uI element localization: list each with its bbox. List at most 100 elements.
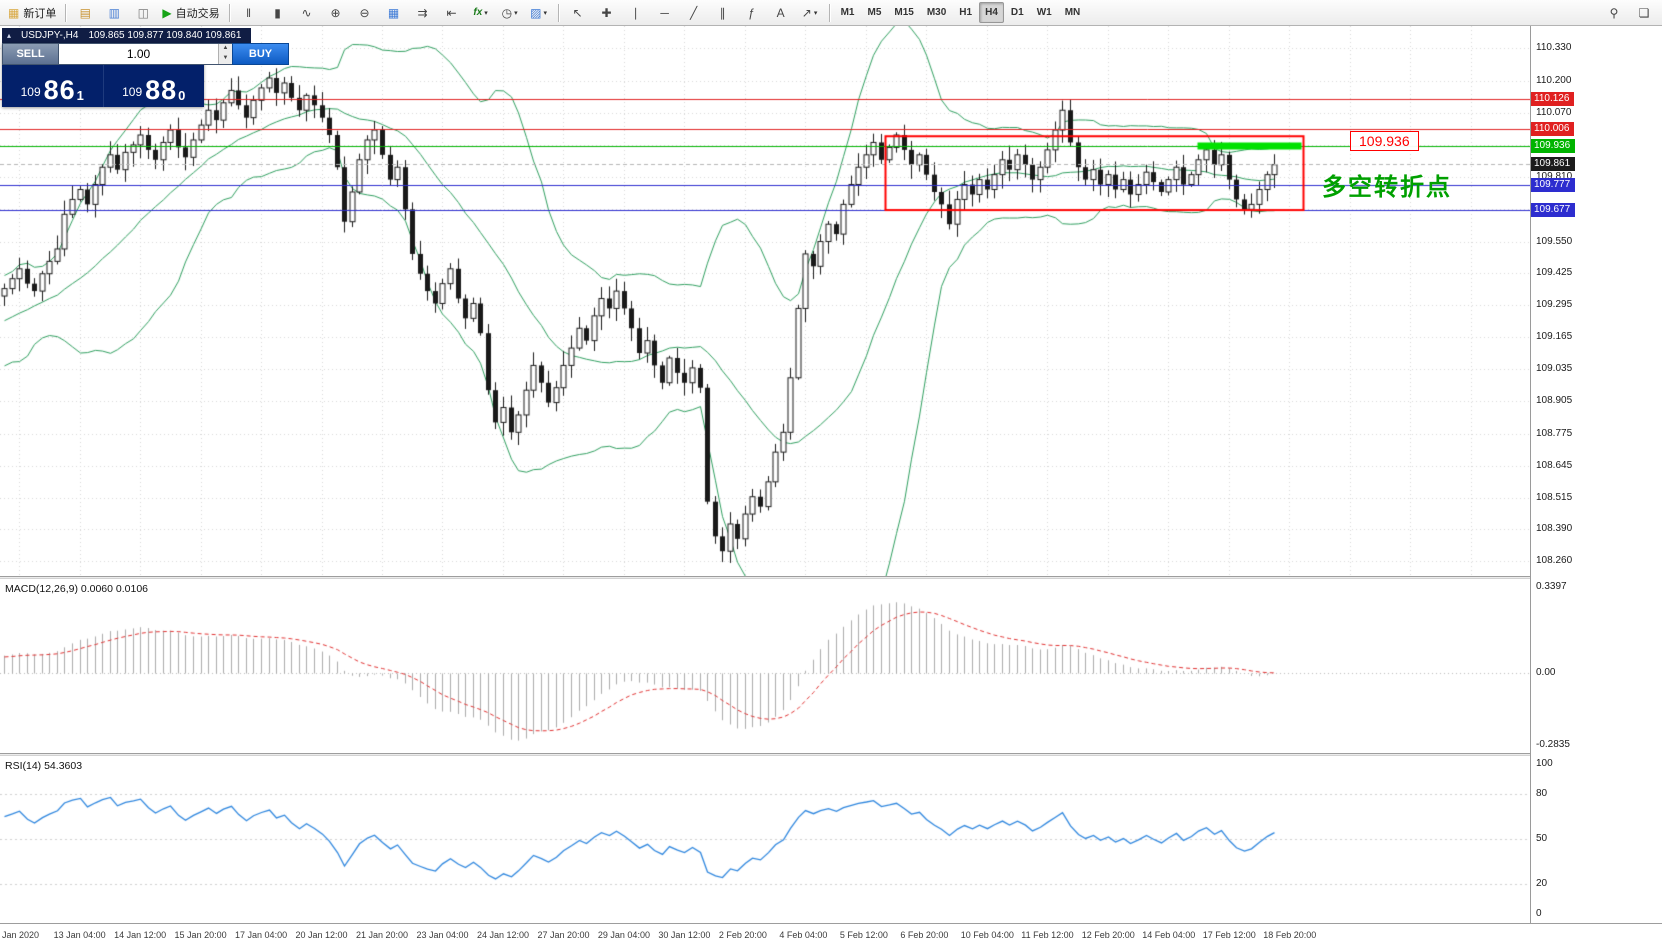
vertical-line-button[interactable]: ∣ (622, 2, 650, 24)
time-tick-label: 14 Jan 12:00 (114, 930, 167, 940)
timeframe-d1-button[interactable]: D1 (1010, 7, 1024, 18)
ask-pip-digit: 0 (178, 88, 186, 103)
price-tick-label: 108.775 (1536, 427, 1573, 439)
fibonacci-button[interactable]: ƒ (738, 2, 766, 24)
timeframe-m5-button[interactable]: M5 (867, 7, 882, 18)
trendline-button[interactable]: ╱ (680, 2, 708, 24)
pane-separator[interactable] (0, 753, 1662, 756)
price-tick-label: 108.905 (1536, 395, 1573, 407)
buy-button[interactable]: BUY (232, 43, 289, 65)
arrow-icon: ↗ (801, 5, 812, 20)
auto-scroll-icon: ⇉ (417, 5, 428, 20)
candlestick-button[interactable]: ▮ (264, 2, 292, 24)
navigator-button[interactable]: ◫ (129, 2, 157, 24)
price-level-badge: 109.777 (1531, 178, 1576, 193)
autotrade-button[interactable]: ▶ 自动交易 (158, 2, 223, 24)
time-tick-label: 24 Jan 12:00 (476, 930, 529, 940)
time-tick-label: 12 Feb 20:00 (1081, 930, 1135, 940)
bar-chart-icon: ‖ (246, 5, 252, 20)
volume-input[interactable] (59, 44, 218, 64)
timeframe-mn-button[interactable]: MN (1064, 7, 1081, 18)
chevron-down-icon: ▾ (543, 9, 547, 17)
text-button[interactable]: A (767, 2, 795, 24)
volume-stepper: ▲ ▼ (218, 44, 232, 64)
macd-canvas[interactable] (0, 579, 1530, 753)
channel-button[interactable]: ∥ (709, 2, 737, 24)
market-watch-button[interactable]: ▤ (71, 2, 99, 24)
sell-button[interactable]: SELL (2, 43, 59, 65)
indicators-button[interactable]: fx ▾ (467, 2, 495, 24)
time-tick-label: 2 Feb 20:00 (718, 930, 767, 940)
timeframe-h4-button[interactable]: H4 (979, 2, 1004, 23)
time-tick-label: 17 Feb 12:00 (1202, 930, 1256, 940)
line-chart-button[interactable]: ∿ (293, 2, 321, 24)
price-tick-label: 109.165 (1536, 330, 1573, 342)
chart-shift-button[interactable]: ⇤ (438, 2, 466, 24)
one-click-trading-panel: SELL ▲ ▼ BUY 109 86 1 109 88 0 (2, 43, 289, 107)
rsi-canvas[interactable] (0, 756, 1530, 922)
price-level-callout: 109.936 (1350, 131, 1419, 151)
time-tick-label: 30 Jan 12:00 (658, 930, 711, 940)
cursor-button[interactable]: ↖ (564, 2, 592, 24)
volume-down-icon[interactable]: ▼ (219, 54, 232, 64)
price-tick-label: 110.070 (1536, 106, 1572, 118)
time-tick-label: 18 Feb 20:00 (1263, 930, 1317, 940)
zoom-out-button[interactable]: ⊖ (351, 2, 379, 24)
search-button[interactable]: ⚲ (1600, 2, 1628, 24)
templates-button[interactable]: ▨ ▾ (525, 2, 553, 24)
price-tick-label: 110.330 (1536, 42, 1572, 54)
timeframe-m1-button[interactable]: M1 (840, 7, 855, 18)
vertical-line-icon: ∣ (632, 5, 639, 20)
time-tick-label: 10 Feb 04:00 (960, 930, 1014, 940)
rsi-tick-label: 0 (1536, 908, 1542, 919)
horizontal-line-icon: ─ (660, 5, 669, 20)
price-tick-label: 108.390 (1536, 522, 1573, 534)
channel-icon: ∥ (719, 5, 726, 20)
zoom-in-icon: ⊕ (330, 5, 341, 20)
bid-big-digits: 86 (43, 75, 76, 105)
price-tick-label: 109.425 (1536, 266, 1573, 278)
chart-symbol-period: USDJPY-,H4 (21, 30, 79, 41)
periods-button[interactable]: ◷ ▾ (496, 2, 524, 24)
bid-price: 109 86 1 (2, 65, 103, 107)
zoom-in-button[interactable]: ⊕ (322, 2, 350, 24)
pane-separator[interactable] (0, 576, 1662, 579)
tile-windows-icon: ▦ (387, 5, 400, 20)
timeframe-h1-button[interactable]: H1 (959, 7, 973, 18)
tile-windows-button[interactable]: ▦ (380, 2, 408, 24)
chart-icon: ▴ (7, 31, 12, 40)
crosshair-button[interactable]: ✚ (593, 2, 621, 24)
price-level-badge: 109.677 (1531, 203, 1576, 218)
volume-up-icon[interactable]: ▲ (219, 44, 232, 54)
crosshair-icon: ✚ (601, 5, 612, 20)
candlestick-icon: ▮ (274, 5, 281, 20)
new-order-button[interactable]: ▦ 新订单 (4, 2, 60, 24)
auto-scroll-button[interactable]: ⇉ (409, 2, 437, 24)
macd-indicator-label: MACD(12,26,9) 0.0060 0.0106 (5, 583, 149, 595)
price-tick-label: 109.035 (1536, 363, 1573, 375)
text-icon: A (776, 5, 785, 20)
time-tick-label: 21 Jan 20:00 (356, 930, 409, 940)
timeframe-w1-button[interactable]: W1 (1036, 7, 1052, 18)
timeframe-m30-button[interactable]: M30 (926, 7, 947, 18)
price-chart-canvas[interactable] (0, 26, 1530, 576)
timeframe-m15-button[interactable]: M15 (894, 7, 914, 18)
ask-prefix: 109 (122, 85, 143, 99)
chart-shift-icon: ⇤ (446, 5, 457, 20)
horizontal-line-button[interactable]: ─ (651, 2, 679, 24)
toolbar-separator (557, 3, 559, 22)
time-axis: Jan 2020 13 Jan 04:00 14 Jan 12:00 15 Jan 2… (0, 923, 1662, 949)
bar-chart-button[interactable]: ‖ (235, 2, 263, 24)
time-tick-label: 6 Feb 20:00 (900, 930, 949, 940)
time-tick-label: Jan 2020 (2, 930, 40, 940)
new-window-button[interactable]: ❏ (1630, 2, 1658, 24)
clock-icon: ◷ (501, 5, 513, 20)
rsi-indicator-label: RSI(14) 54.3603 (5, 760, 83, 772)
zoom-out-icon: ⊖ (359, 5, 370, 20)
data-window-button[interactable]: ▥ (100, 2, 128, 24)
chevron-down-icon: ▾ (813, 9, 818, 17)
search-icon: ⚲ (1609, 5, 1619, 20)
new-order-icon: ▦ (8, 5, 20, 20)
arrows-button[interactable]: ↗ ▾ (796, 2, 824, 24)
